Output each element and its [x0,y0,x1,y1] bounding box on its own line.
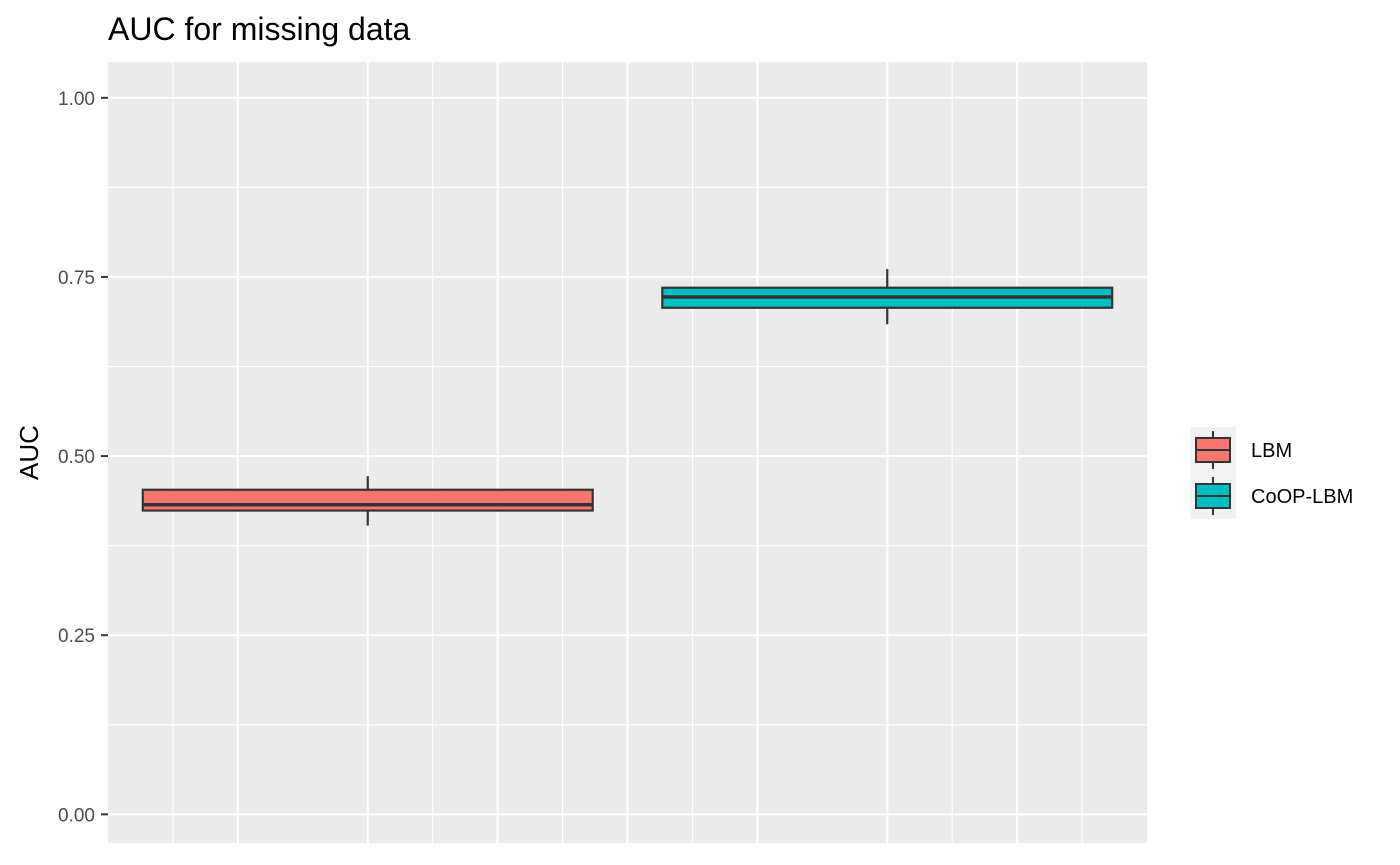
legend-item-coop-lbm: CoOP-LBM [1195,477,1353,515]
y-tick-label: 0.75 [58,268,95,289]
y-tick-label: 0.50 [58,447,95,468]
box-body [141,488,594,512]
legend-label: LBM [1251,440,1292,462]
box-lbm [141,476,594,526]
legend: LBM CoOP-LBM [1190,427,1353,519]
box-coop-lbm [661,269,1114,325]
boxes [141,269,1114,526]
legend-item-lbm: LBM [1195,431,1292,469]
y-tick-label: 0.00 [58,805,95,826]
chart-title: AUC for missing data [108,11,411,47]
major-gridlines [108,62,1147,843]
y-tick-label: 1.00 [58,89,95,110]
legend-label: CoOP-LBM [1251,486,1353,508]
y-axis: 0.00 0.25 0.50 0.75 1.00 [58,89,108,826]
y-tick-label: 0.25 [58,626,95,647]
y-axis-title: AUC [14,425,44,480]
